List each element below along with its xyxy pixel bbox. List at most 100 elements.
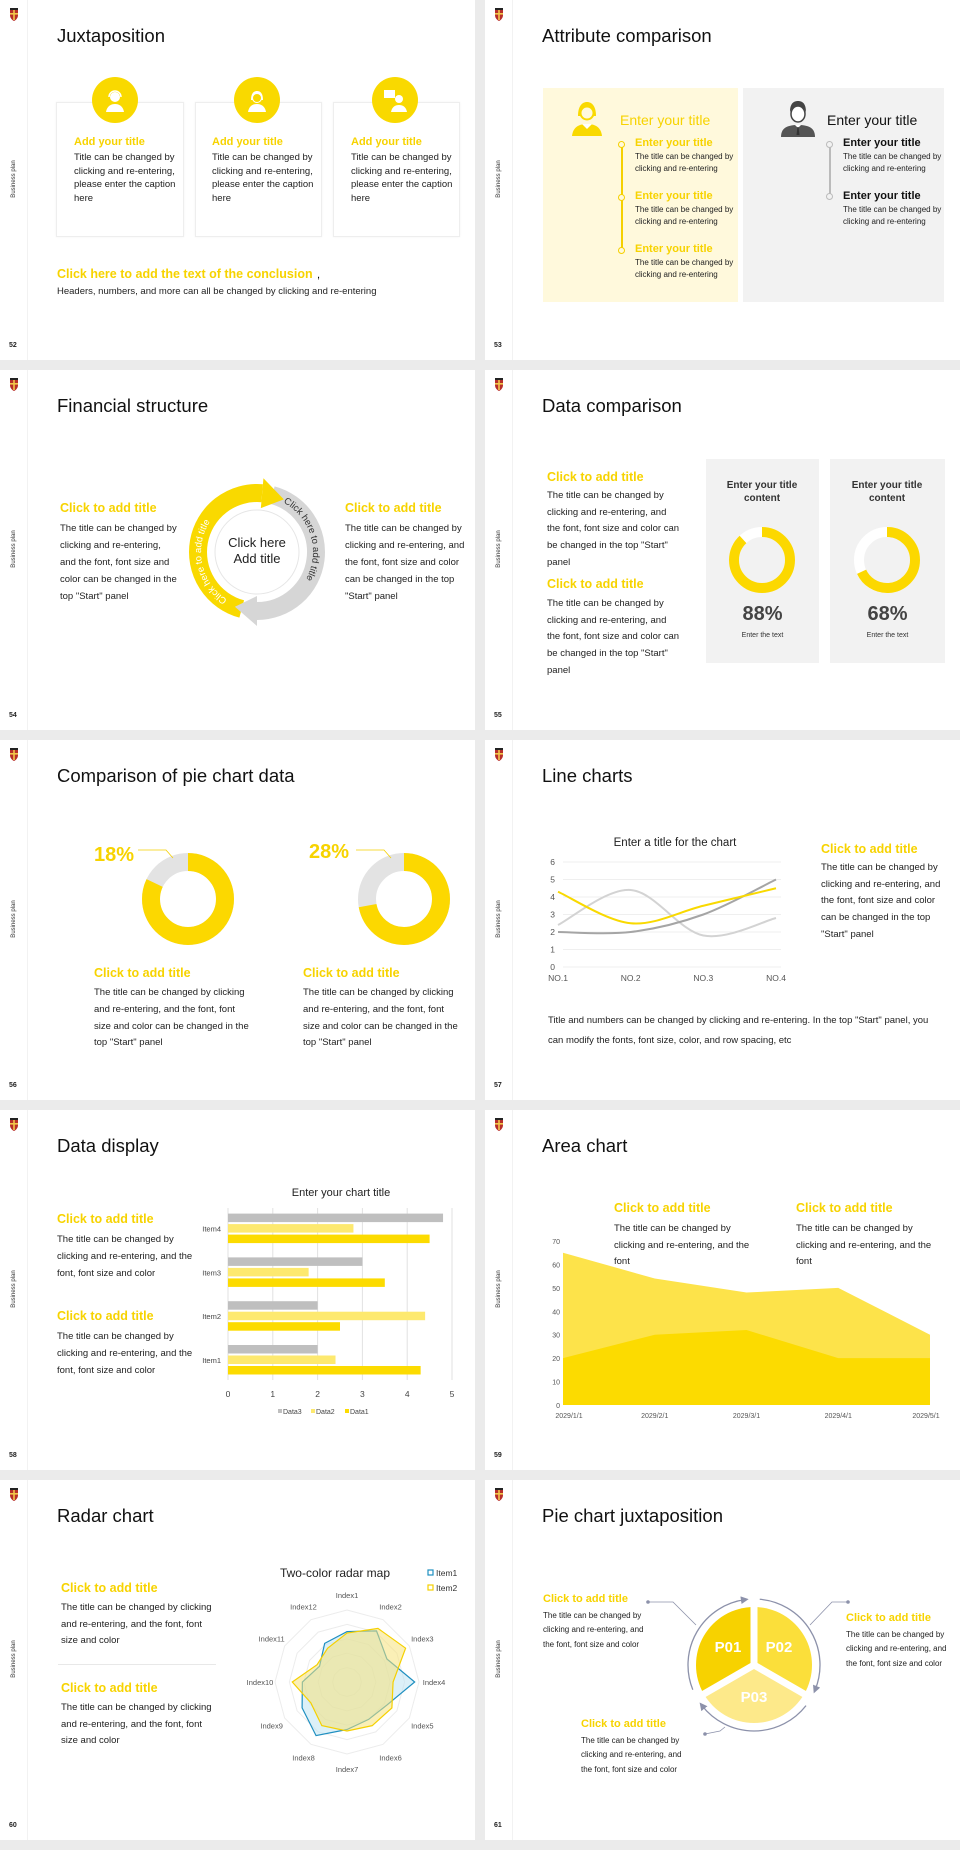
legend-label: Data1 — [350, 1409, 369, 1416]
university-crest-logo — [9, 748, 19, 761]
y-tick-label: 0 — [550, 962, 555, 972]
slide-54[interactable]: Financial structure Click to add title T… — [0, 370, 475, 730]
legend-swatch — [427, 1569, 434, 1576]
slide-55[interactable]: Data comparison Click to add title The t… — [485, 370, 960, 730]
right-item-2-body: The title can be changed by clicking and… — [843, 205, 942, 226]
sidebar-label: Business plan — [11, 1640, 17, 1678]
donut-1-title: Click to add title — [94, 966, 191, 980]
x-tick-label: 1 — [270, 1389, 275, 1399]
slide-title: Data display — [57, 1135, 159, 1156]
block-2-body: The title can be changed by clicking and… — [57, 1331, 193, 1376]
slide-58[interactable]: Data display Click to add title The titl… — [0, 1110, 475, 1470]
pie-donut-2-value-arc — [358, 853, 450, 945]
block-1-body: The title can be changed by clicking and… — [614, 1223, 750, 1268]
left-block-title: Click to add title — [60, 501, 157, 515]
y-tick-label: 70 — [552, 1239, 560, 1246]
card-1-title: Add your title — [74, 136, 145, 148]
gray-arc — [256, 486, 325, 620]
stat-card-2-title: Enter your title content — [851, 480, 923, 504]
sidebar-divider — [27, 740, 28, 1100]
line-series-1 — [557, 887, 777, 925]
bar-chart: Enter your chart title 0 1 2 3 4 5 Item1 Item2 It… — [202, 1187, 455, 1416]
university-crest-logo — [9, 378, 19, 391]
right-item-2-title: Enter your title — [843, 190, 921, 202]
left-heading: Enter your title — [620, 112, 711, 128]
slide-title: Area chart — [542, 1135, 628, 1156]
sidebar-divider — [27, 1480, 28, 1840]
slide-61[interactable]: Pie chart juxtaposition P01 P02 P03 Click … — [485, 1480, 960, 1840]
block-2-title: Click to add title — [846, 1612, 931, 1624]
block-1-body: The title can be changed by clicking and… — [547, 490, 680, 568]
slide-title: Radar chart — [57, 1505, 154, 1526]
sidebar-divider — [512, 1480, 513, 1840]
slide-52[interactable]: Juxtaposition Add your title Title can b… — [0, 0, 475, 360]
bar-data1-item4 — [228, 1234, 430, 1244]
x-tick-label: 4 — [405, 1389, 410, 1399]
page-number: 53 — [494, 342, 502, 349]
center-label[interactable]: Click here Add title — [207, 535, 307, 567]
timeline-dot — [618, 194, 625, 201]
legend-label: Item2 — [436, 1583, 458, 1593]
x-tick-label: 0 — [226, 1389, 231, 1399]
left-item-1-body: The title can be changed by clicking and… — [635, 152, 734, 173]
conclusion-body: Headers, numbers, and more can all be ch… — [57, 286, 377, 297]
line-series-3 — [557, 878, 777, 935]
bar-data3-item4 — [228, 1213, 444, 1223]
block-2-body: The title can be changed by clicking and… — [796, 1223, 932, 1268]
left-item-3-body: The title can be changed by clicking and… — [635, 258, 734, 279]
page-number: 55 — [494, 712, 502, 719]
female-user-icon — [234, 77, 280, 123]
radar-chart: Two-color radar map Index1 Index2 Index3 Ind… — [247, 1566, 458, 1774]
segment-gap — [700, 1661, 756, 1699]
page-number: 58 — [9, 1452, 17, 1459]
chart-title: Enter your chart title — [292, 1187, 390, 1199]
pie-donut-1-value-arc — [142, 853, 234, 945]
pie-donuts — [138, 849, 450, 945]
center-circle — [214, 509, 300, 595]
sidebar-label: Business plan — [11, 1270, 17, 1308]
sidebar-label: Business plan — [496, 900, 502, 938]
bar-data2-item2 — [228, 1311, 426, 1321]
stat-donut-2-value-arc — [854, 527, 920, 593]
left-item-2-body: The title can be changed by clicking and… — [635, 205, 734, 226]
block-2-title: Click to add title — [57, 1309, 154, 1323]
card-3-title: Add your title — [351, 136, 422, 148]
category-label: Item1 — [202, 1356, 221, 1365]
slide-title: Data comparison — [542, 395, 682, 416]
slide-60[interactable]: Radar chart Click to add title The title… — [0, 1480, 475, 1840]
connector-dot — [846, 1600, 850, 1604]
right-heading: Enter your title — [827, 112, 918, 128]
sidebar-divider — [512, 0, 513, 360]
side-title: Click to add title — [821, 842, 918, 856]
slide-56[interactable]: Comparison of pie chart data 18% 28% Cli… — [0, 740, 475, 1100]
legend-swatch — [311, 1409, 315, 1413]
x-tick-label: 2029/3/1 — [733, 1413, 760, 1420]
sidebar-label: Business plan — [496, 530, 502, 568]
area-chart: 0 10 20 30 40 50 60 70 2029/1/1 2029/2/1 2029/3/1 2… — [552, 1239, 940, 1420]
bar-data3-item2 — [228, 1301, 318, 1310]
sidebar-label: Business plan — [496, 1270, 502, 1308]
axis-label: Index1 — [336, 1591, 359, 1600]
university-crest-logo — [494, 378, 504, 391]
block-2-title: Click to add title — [61, 1681, 158, 1695]
sidebar-label: Business plan — [496, 1640, 502, 1678]
right-item-1-title: Enter your title — [843, 137, 921, 149]
x-tick-label: 5 — [450, 1389, 455, 1399]
slide-53[interactable]: Attribute comparison Enter your title En… — [485, 0, 960, 360]
sidebar-divider — [512, 740, 513, 1100]
slide-59[interactable]: Area chart 0 10 20 30 40 50 60 70 2029/1/1 2029/2… — [485, 1110, 960, 1470]
card-1 — [56, 102, 184, 237]
slide-57[interactable]: Line charts Enter a title for the chart 0… — [485, 740, 960, 1100]
bar-data1-item2 — [228, 1322, 340, 1331]
block-2-body: The title can be changed by clicking and… — [846, 1630, 947, 1668]
sidebar-divider — [27, 370, 28, 730]
page-number: 61 — [494, 1822, 502, 1829]
stat-card-2-value: 68% — [867, 603, 908, 625]
segment-p03[interactable] — [703, 1665, 805, 1723]
sidebar-label: Business plan — [11, 900, 17, 938]
x-tick-label: 2029/2/1 — [641, 1413, 668, 1420]
legend-swatch — [427, 1584, 434, 1591]
slide-title: Juxtaposition — [57, 25, 165, 46]
right-block-title: Click to add title — [345, 501, 442, 515]
category-label: Item3 — [202, 1268, 221, 1277]
